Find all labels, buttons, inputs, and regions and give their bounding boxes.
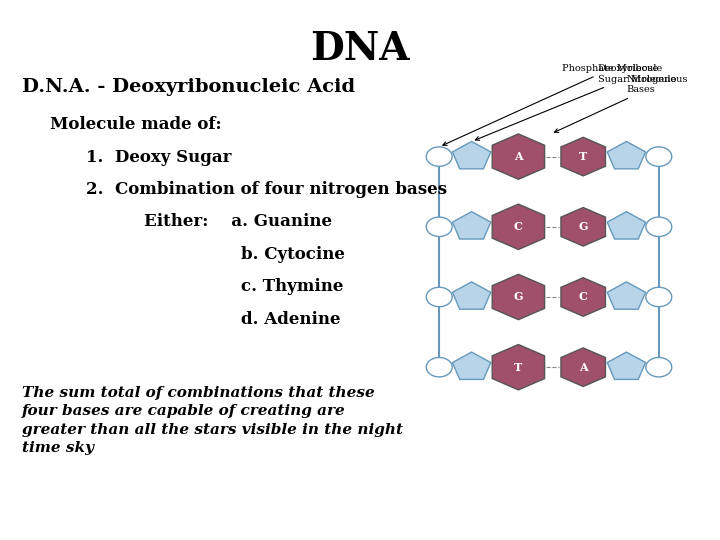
Circle shape: [646, 147, 672, 166]
Text: Phosphate Molecule: Phosphate Molecule: [443, 64, 662, 145]
Text: G: G: [513, 292, 523, 302]
Polygon shape: [452, 352, 491, 380]
Polygon shape: [492, 274, 544, 320]
Text: C: C: [579, 292, 588, 302]
Text: 2.  Combination of four nitrogen bases: 2. Combination of four nitrogen bases: [86, 181, 447, 198]
Circle shape: [646, 217, 672, 237]
Polygon shape: [561, 348, 606, 387]
Polygon shape: [452, 212, 491, 239]
Circle shape: [646, 357, 672, 377]
Polygon shape: [492, 134, 544, 179]
Text: DNA: DNA: [310, 30, 410, 68]
Circle shape: [426, 147, 452, 166]
Circle shape: [426, 287, 452, 307]
Polygon shape: [561, 278, 606, 316]
Circle shape: [426, 217, 452, 237]
Polygon shape: [561, 207, 606, 246]
Polygon shape: [607, 141, 646, 169]
Text: c. Thymine: c. Thymine: [241, 278, 343, 295]
Circle shape: [426, 357, 452, 377]
Text: Deoxyribose
Sugar Molecule: Deoxyribose Sugar Molecule: [475, 64, 676, 140]
Text: The sum total of combinations that these
four bases are capable of creating are
: The sum total of combinations that these…: [22, 386, 402, 455]
Polygon shape: [607, 282, 646, 309]
Text: Nitrogenous
Bases: Nitrogenous Bases: [554, 75, 688, 132]
Text: A: A: [514, 151, 523, 162]
Polygon shape: [492, 204, 544, 249]
Text: C: C: [514, 221, 523, 232]
Text: d. Adenine: d. Adenine: [241, 310, 341, 327]
Text: b. Cytocine: b. Cytocine: [241, 246, 345, 262]
Polygon shape: [561, 137, 606, 176]
Polygon shape: [607, 352, 646, 380]
Text: 1.  Deoxy Sugar: 1. Deoxy Sugar: [86, 148, 232, 165]
Text: Either:    a. Guanine: Either: a. Guanine: [144, 213, 332, 230]
Polygon shape: [452, 282, 491, 309]
Polygon shape: [492, 345, 544, 390]
Circle shape: [646, 287, 672, 307]
Text: T: T: [579, 151, 588, 162]
Text: D.N.A. - Deoxyribonucleic Acid: D.N.A. - Deoxyribonucleic Acid: [22, 78, 355, 96]
Text: Molecule made of:: Molecule made of:: [50, 116, 222, 133]
Text: A: A: [579, 362, 588, 373]
Text: T: T: [514, 362, 523, 373]
Polygon shape: [607, 212, 646, 239]
Text: G: G: [578, 221, 588, 232]
Polygon shape: [452, 141, 491, 169]
